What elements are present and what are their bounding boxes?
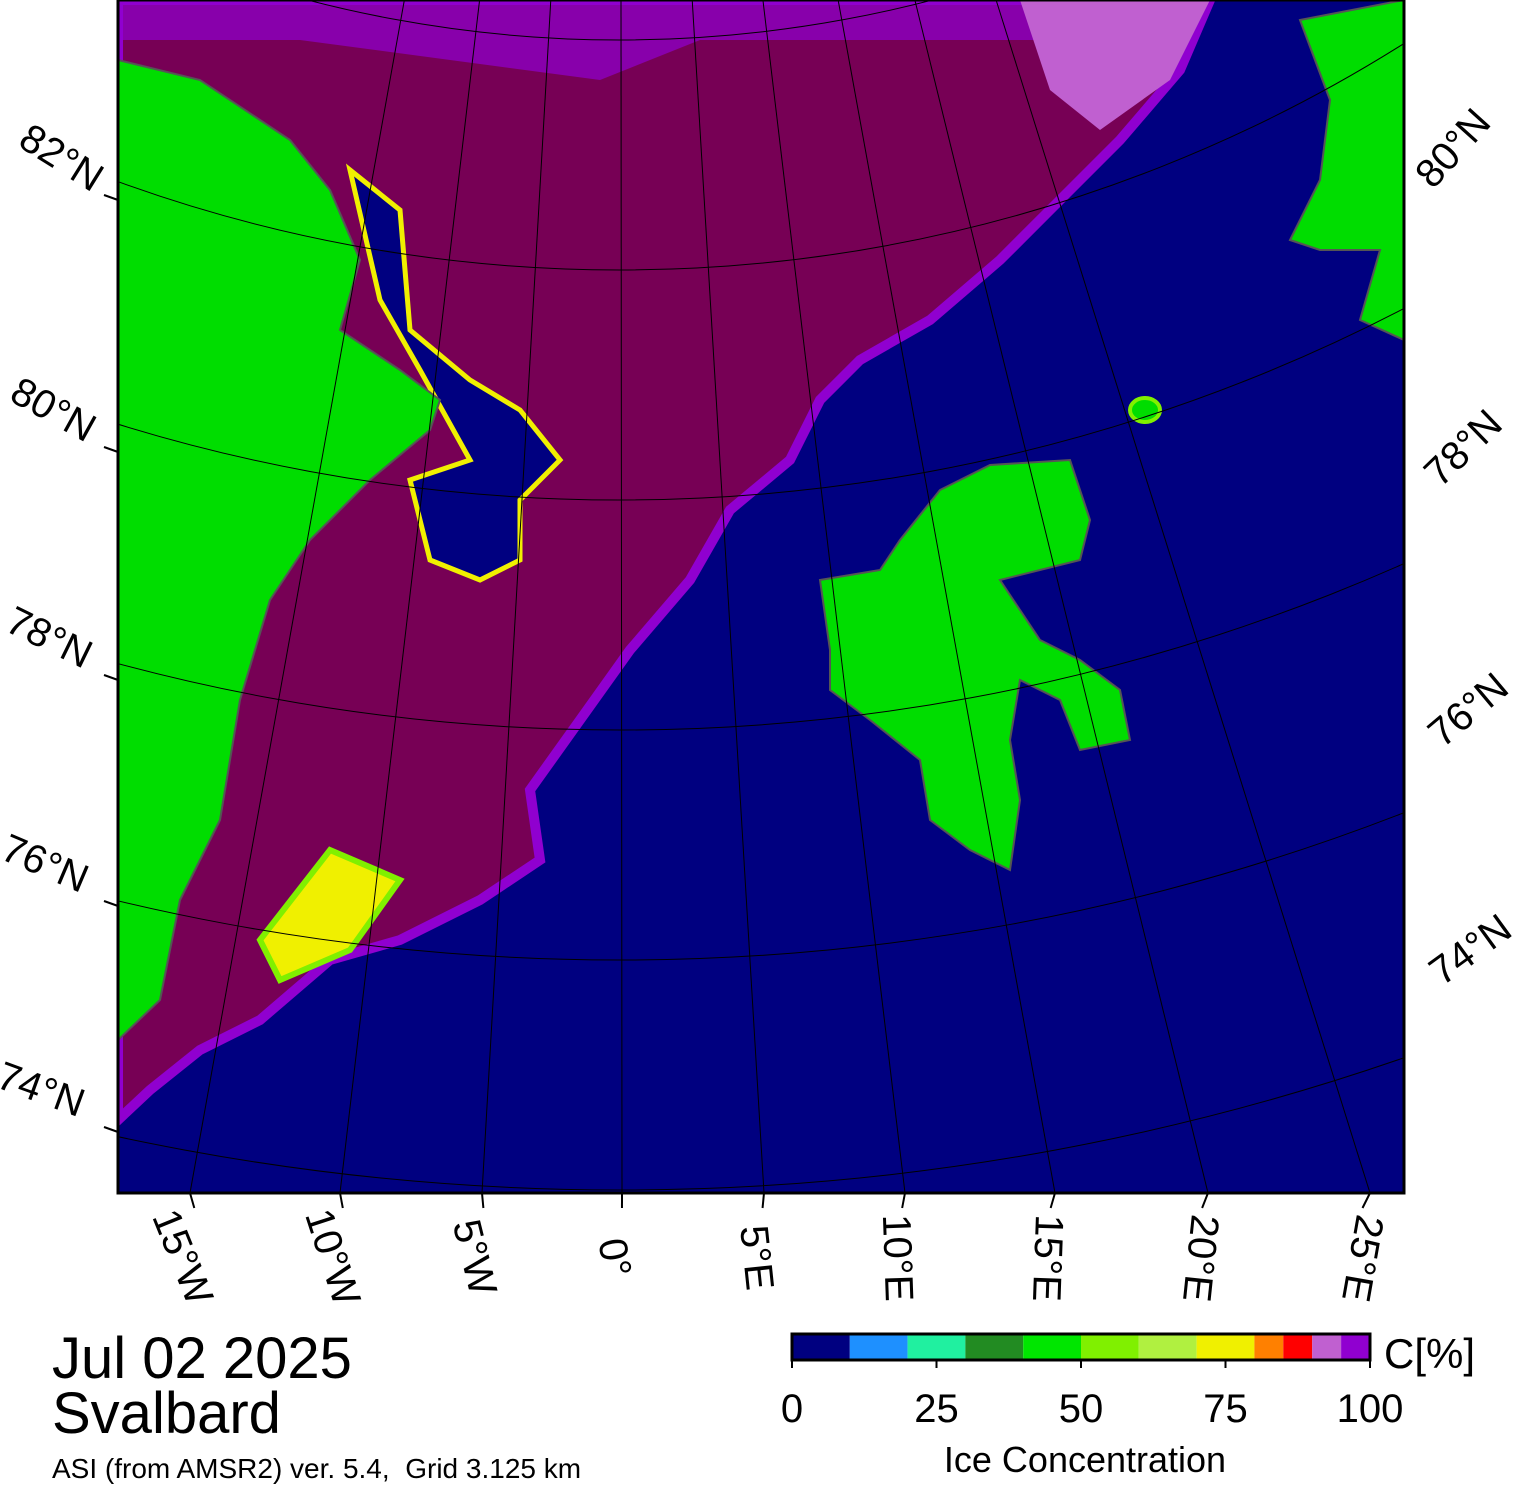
sea-ice-patch — [1020, 0, 1210, 130]
lat-label-right: 78°N — [1416, 401, 1511, 495]
meridian — [995, 0, 1371, 1193]
meridian — [339, 0, 481, 1193]
colorbar-tick-label: 50 — [1059, 1387, 1104, 1431]
lat-tick — [103, 674, 119, 681]
colorbar-tick-label: 75 — [1203, 1387, 1248, 1431]
lat-label-left: 78°N — [0, 598, 99, 677]
colorbar-segment — [1341, 1334, 1370, 1360]
lon-label: 20°E — [1174, 1213, 1227, 1304]
colorbar-segment — [1196, 1334, 1255, 1360]
lat-label-right: 80°N — [1407, 100, 1500, 196]
colorbar-tick-label: 0 — [781, 1387, 803, 1431]
meridian — [837, 0, 1056, 1193]
meridian — [620, 0, 623, 1193]
date: Jul 02 2025 — [52, 1326, 352, 1391]
colorbar-segment — [1254, 1334, 1284, 1360]
colorbar-segment — [1283, 1334, 1313, 1360]
greenland — [118, 58, 442, 1042]
colorbar-segment — [849, 1334, 908, 1360]
lat-tick — [103, 446, 119, 453]
lon-tick — [481, 1192, 485, 1209]
lon-tick — [1361, 1192, 1371, 1209]
lon-tick — [901, 1192, 906, 1209]
lon-label: 25°E — [1333, 1212, 1391, 1305]
lon-label: 5°E — [731, 1223, 782, 1292]
colorbar-tick-label: 25 — [914, 1387, 959, 1431]
lon-tick — [339, 1192, 344, 1209]
graticule — [118, 0, 1404, 1193]
colorbar: 0 25 50 75 100 — [781, 1332, 1404, 1431]
lat-label-right: 74°N — [1421, 906, 1519, 994]
map-frame — [116, 0, 1406, 1195]
ice-edge-patch — [256, 846, 405, 984]
lat-label-right: 76°N — [1420, 665, 1517, 756]
lon-tick — [1201, 1192, 1209, 1209]
lon-tick — [761, 1192, 765, 1209]
region: Svalbard — [52, 1381, 281, 1446]
parallel — [118, 42, 1404, 271]
map-area — [118, 0, 1404, 1193]
meridian — [189, 0, 405, 1193]
colorbar-tick-label: 100 — [1337, 1387, 1404, 1431]
colorbar-segment — [1023, 1334, 1081, 1360]
meridian — [914, 0, 1209, 1193]
meridian — [481, 0, 552, 1193]
lon-tick — [1049, 1192, 1056, 1209]
meridian — [691, 0, 765, 1193]
lat-label-left: 76°N — [0, 826, 95, 901]
lon-label: 10°W — [296, 1204, 368, 1311]
franz-josef-land — [1288, 0, 1404, 342]
colorbar-label: Ice Concentration — [944, 1439, 1226, 1480]
colorbar-segment — [1312, 1334, 1342, 1360]
lat-tick — [103, 194, 119, 201]
lat-label-left: 74°N — [0, 1054, 90, 1126]
meridian — [762, 0, 906, 1193]
source: ASI (from AMSR2) ver. 5.4, Grid 3.125 km — [52, 1453, 581, 1484]
lat-label-left: 80°N — [3, 369, 103, 451]
colorbar-segment — [907, 1334, 966, 1360]
colorbar-segment — [965, 1334, 1024, 1360]
lat-tick — [103, 900, 119, 907]
kvitoya — [1128, 396, 1162, 424]
colorbar-segment — [1138, 1334, 1197, 1360]
colorbar-segment — [1081, 1334, 1139, 1360]
lon-label: 15°W — [143, 1203, 221, 1311]
lon-label: 5°W — [444, 1215, 505, 1300]
sea-ice-band — [118, 0, 1210, 80]
lat-label-left: 82°N — [12, 116, 111, 201]
colorbar-unit: C[%] — [1384, 1330, 1475, 1377]
lon-label: 10°E — [874, 1214, 921, 1303]
lon-label: 15°E — [1024, 1214, 1071, 1303]
colorbar-segment — [792, 1334, 850, 1360]
lon-tick — [189, 1192, 196, 1209]
svalbard — [818, 458, 1132, 872]
lon-label: 0° — [589, 1235, 639, 1280]
parallel — [306, 0, 934, 41]
lat-tick — [103, 1126, 119, 1133]
